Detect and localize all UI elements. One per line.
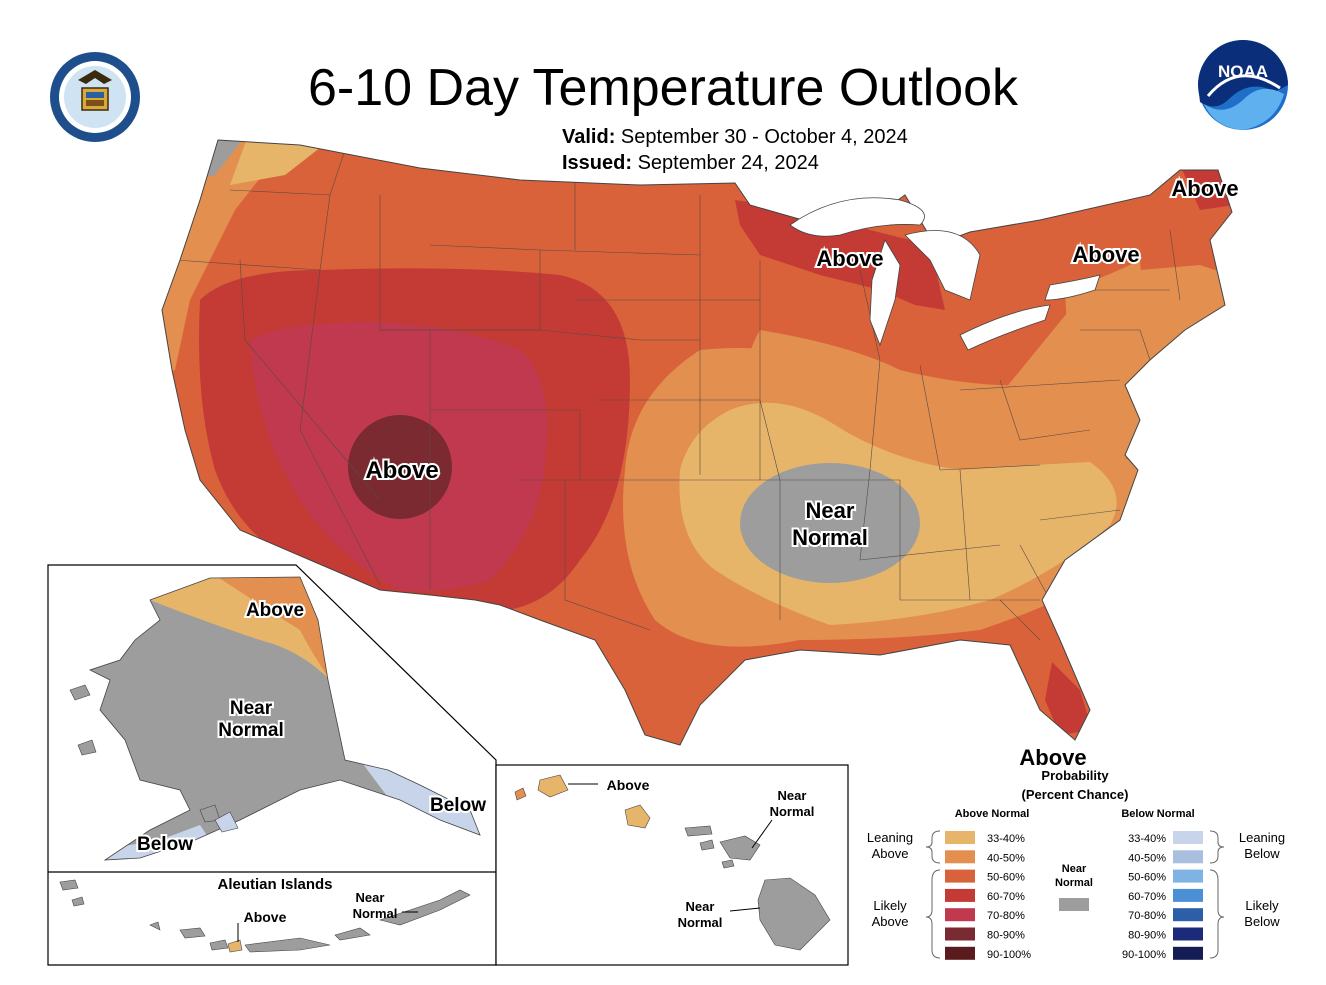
legend-title-line2: (Percent Chance)	[1022, 787, 1129, 802]
label-florida: Above	[1019, 745, 1086, 770]
valid-label: Valid:	[562, 126, 616, 148]
label-new-england: Above	[1072, 242, 1139, 267]
noaa-logo-text: NOAA	[1218, 62, 1268, 81]
map-title: 6-10 Day Temperature Outlook	[307, 59, 1019, 117]
legend-below-swatch-4	[1173, 908, 1203, 922]
legend-swatch-near-normal	[1059, 898, 1089, 911]
legend: Probability (Percent Chance) Above Norma…	[867, 768, 1285, 961]
alaska-islands	[69, 684, 239, 833]
hawaii-islands	[514, 774, 831, 951]
label-alaska-north: Above	[246, 600, 304, 621]
legend-likely-below-2: Below	[1244, 914, 1280, 929]
legend-below-swatch-2	[1173, 869, 1203, 883]
label-hawaii-kauai: Above	[607, 777, 650, 793]
label-aleutians-normal: Normal	[353, 906, 398, 921]
legend-below-header: Below Normal	[1121, 808, 1194, 820]
legend-above-label-2: 50-60%	[987, 872, 1025, 884]
legend-title-line1: Probability	[1041, 768, 1109, 783]
legend-below-label-0: 33-40%	[1128, 833, 1166, 845]
issued-label: Issued:	[562, 152, 633, 174]
legend-below-label-2: 50-60%	[1128, 872, 1166, 884]
label-great-lakes: Above	[816, 246, 883, 271]
legend-leaning-above-2: Above	[872, 846, 909, 861]
legend-near-header-1: Near	[1062, 863, 1087, 875]
label-alaska-normal: Normal	[218, 720, 283, 741]
label-alaska-southwest: Below	[137, 834, 193, 855]
legend-below-label-4: 70-80%	[1128, 910, 1166, 922]
conus-map	[162, 140, 1232, 745]
aleutians-title: Aleutian Islands	[217, 876, 332, 893]
legend-above-label-1: 40-50%	[987, 852, 1025, 864]
legend-above-swatch-3	[945, 888, 975, 902]
legend-below-label-5: 80-90%	[1128, 930, 1166, 942]
label-hawaii-normal-top: Normal	[770, 804, 815, 819]
issued-value: September 24, 2024	[637, 152, 819, 174]
legend-above-swatch-4	[945, 908, 975, 922]
legend-leaning-below-1: Leaning	[1239, 830, 1285, 845]
label-aleutians-above: Above	[244, 909, 287, 925]
legend-above-swatch-6	[945, 946, 975, 960]
legend-below-label-1: 40-50%	[1128, 852, 1166, 864]
legend-likely-above-2: Above	[872, 914, 909, 929]
legend-likely-below-1: Likely	[1245, 898, 1279, 913]
label-alaska-near: Near	[230, 698, 273, 719]
legend-above-swatch-2	[945, 869, 975, 883]
legend-below-swatch-5	[1173, 927, 1203, 941]
legend-above-label-0: 33-40%	[987, 833, 1025, 845]
legend-above-label-3: 60-70%	[987, 891, 1025, 903]
legend-below-swatch-6	[1173, 946, 1203, 960]
legend-below-swatch-1	[1173, 850, 1203, 864]
label-hawaii-near-top: Near	[778, 788, 807, 803]
legend-leaning-above-1: Leaning	[867, 830, 913, 845]
legend-above-header: Above Normal	[955, 808, 1030, 820]
label-alaska-southeast: Below	[430, 795, 486, 816]
legend-above-swatch-1	[945, 850, 975, 864]
aleutian-islands	[59, 879, 471, 953]
legend-below-label-3: 60-70%	[1128, 891, 1166, 903]
legend-above-swatch-0	[945, 831, 975, 844]
legend-below-swatch-0	[1173, 831, 1203, 844]
legend-above-label-4: 70-80%	[987, 910, 1025, 922]
label-aleutians-near: Near	[356, 890, 385, 905]
legend-below-label-6: 90-100%	[1122, 949, 1166, 961]
issued-date: Issued: September 24, 2024	[562, 152, 819, 175]
label-maine: Above	[1171, 176, 1238, 201]
legend-below-swatch-3	[1173, 888, 1203, 902]
label-southwest: Above	[365, 457, 438, 484]
label-central-normal: Normal	[792, 525, 868, 550]
valid-value: September 30 - October 4, 2024	[620, 126, 908, 148]
label-hawaii-normal-bottom: Normal	[678, 915, 723, 930]
valid-dates: Valid: September 30 - October 4, 2024	[562, 126, 908, 149]
commerce-seal-icon	[50, 52, 140, 142]
legend-near-header-2: Normal	[1055, 877, 1093, 889]
legend-likely-above-1: Likely	[873, 898, 907, 913]
state-boundaries	[174, 149, 1181, 641]
legend-above-label-5: 80-90%	[987, 930, 1025, 942]
great-lakes	[789, 197, 1101, 351]
label-hawaii-near-bottom: Near	[686, 899, 715, 914]
noaa-logo-icon: NOAA	[1198, 40, 1288, 130]
legend-leaning-below-2: Below	[1244, 846, 1280, 861]
label-central-near: Near	[806, 498, 855, 523]
legend-above-label-6: 90-100%	[987, 949, 1031, 961]
legend-above-swatch-5	[945, 927, 975, 941]
